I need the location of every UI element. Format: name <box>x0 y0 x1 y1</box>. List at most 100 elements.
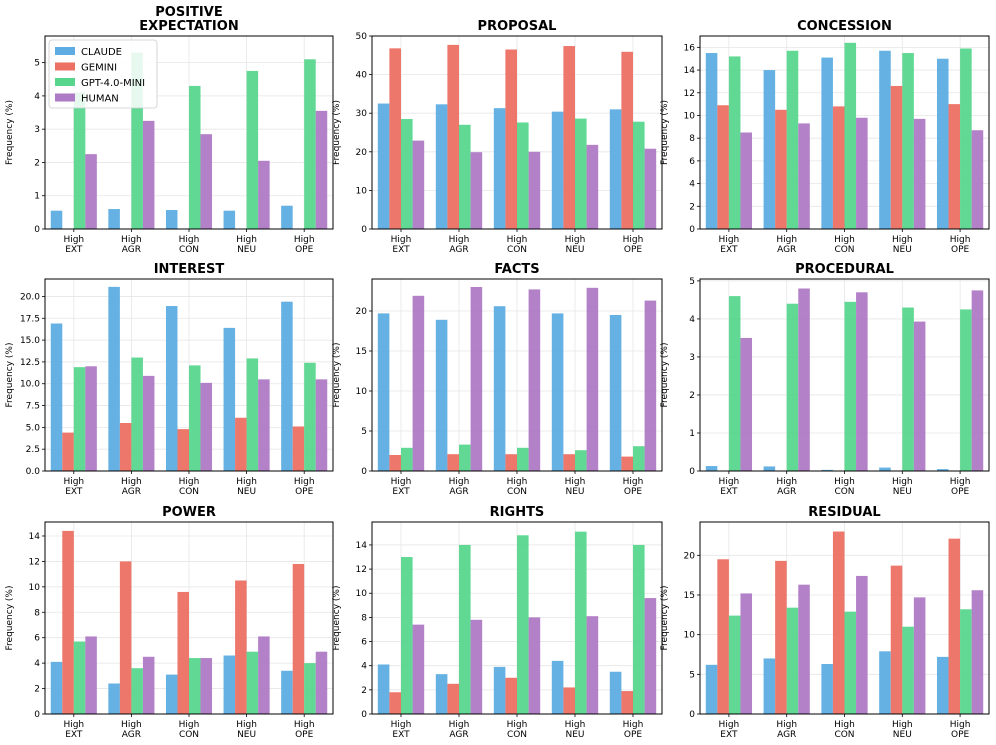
y-tick-label: 4 <box>34 92 40 102</box>
axes-frame <box>44 35 334 230</box>
y-tick-label: 20 <box>356 148 368 158</box>
y-tick-label: 2 <box>34 685 40 695</box>
bar-claude-1 <box>377 313 390 471</box>
bar-gpt-4-0-mini-4 <box>575 118 587 229</box>
bar-gpt-4-0-mini-3 <box>517 535 529 714</box>
bar-human-3 <box>528 289 541 471</box>
y-tick-label: 2.5 <box>26 445 40 455</box>
bar-claude-5 <box>936 58 949 229</box>
bar-gpt-4-0-mini-4 <box>575 450 587 471</box>
bar-human-1 <box>740 132 753 229</box>
x-tick-label: High OPE <box>294 477 315 497</box>
y-tick-label: 10 <box>356 589 368 599</box>
bar-gpt-4-0-mini-4 <box>902 626 914 714</box>
y-tick-label: 15 <box>684 591 695 601</box>
x-tick-label: High OPE <box>950 477 971 497</box>
bar-gemini-2 <box>119 561 132 714</box>
bar-gpt-4-0-mini-3 <box>517 122 529 229</box>
axes-frame <box>44 278 334 472</box>
bar-gpt-4-0-mini-3 <box>189 365 201 471</box>
y-axis-label: Frequency (%) <box>5 343 15 408</box>
x-tick-label: High AGR <box>776 477 797 497</box>
y-tick-label: 2 <box>689 202 695 212</box>
x-tick-label: High CON <box>179 720 200 740</box>
bar-gpt-4-0-mini-2 <box>131 668 143 714</box>
chart-proposal: PROPOSAL 0 10 20 30 40 50 High EXT High AGR High CON… <box>332 19 663 255</box>
bar-claude-3 <box>821 664 833 714</box>
y-tick-label: 2 <box>689 391 695 401</box>
legend: CLAUDE GEMINI GPT-4.0-MINI HUMAN <box>48 39 158 109</box>
bar-claude-1 <box>50 323 63 471</box>
bar-claude-1 <box>50 210 63 229</box>
x-tick-label: High AGR <box>121 235 142 255</box>
x-tick-label: High CON <box>834 235 855 255</box>
bar-human-2 <box>798 123 810 229</box>
bar-gemini-5 <box>948 104 961 229</box>
bar-human-3 <box>856 117 868 229</box>
bar-gemini-4 <box>563 46 575 230</box>
x-tick-label: High OPE <box>623 477 644 497</box>
bar-human-5 <box>315 110 328 229</box>
y-tick-label: 4 <box>361 662 367 672</box>
y-axis-label: Frequency (%) <box>332 100 342 165</box>
y-tick-label: 3 <box>689 353 695 363</box>
bar-human-4 <box>913 118 926 229</box>
bar-gpt-4-0-mini-2 <box>459 444 471 471</box>
x-tick-label: High AGR <box>121 720 142 740</box>
bar-gemini-1 <box>717 559 729 714</box>
x-tick-label: High EXT <box>391 477 412 497</box>
x-tick-label: High NEU <box>892 477 913 497</box>
bar-gemini-3 <box>505 454 517 471</box>
bar-gpt-4-0-mini-2 <box>131 357 143 471</box>
bar-claude-3 <box>165 210 178 229</box>
bar-claude-2 <box>108 286 120 471</box>
y-tick-label: 17.5 <box>20 314 40 324</box>
bar-human-4 <box>913 597 926 714</box>
bar-gpt-4-0-mini-5 <box>633 121 645 229</box>
bar-gpt-4-0-mini-5 <box>633 544 645 714</box>
chart-title-line: RESIDUAL <box>808 505 880 520</box>
x-tick-label: High CON <box>507 477 528 497</box>
x-tick-label: High AGR <box>449 477 470 497</box>
x-tick-label: High NEU <box>236 720 257 740</box>
bar-gpt-4-0-mini-1 <box>728 296 741 471</box>
bar-claude-2 <box>763 70 776 229</box>
axes-frame <box>371 521 663 715</box>
y-tick-label: 5.0 <box>26 423 41 433</box>
y-tick-label: 4 <box>34 659 40 669</box>
bar-human-3 <box>856 292 868 471</box>
axes-frame <box>44 521 334 715</box>
bar-gpt-4-0-mini-5 <box>960 48 972 229</box>
y-tick-label: 50 <box>356 32 368 42</box>
bar-gpt-4-0-mini-3 <box>189 658 201 714</box>
bar-human-3 <box>856 575 868 714</box>
y-tick-label: 8 <box>689 134 695 144</box>
y-tick-label: 20.0 <box>20 292 40 302</box>
bar-gemini-1 <box>62 432 74 471</box>
bar-gpt-4-0-mini-2 <box>459 544 471 714</box>
y-tick-label: 12 <box>356 565 367 575</box>
bar-human-2 <box>798 288 810 471</box>
x-tick-label: High OPE <box>294 235 315 255</box>
y-tick-label: 10 <box>356 387 368 397</box>
bar-claude-5 <box>281 205 293 229</box>
y-tick-label: 5 <box>34 59 40 69</box>
x-tick-label: High EXT <box>63 720 84 740</box>
y-tick-label: 10 <box>684 111 696 121</box>
bar-gemini-1 <box>717 105 729 229</box>
bar-gpt-4-0-mini-3 <box>517 447 529 471</box>
bar-human-2 <box>142 375 155 471</box>
y-tick-label: 14 <box>684 66 696 76</box>
x-tick-label: High AGR <box>449 235 470 255</box>
y-tick-label: 15 <box>356 347 367 357</box>
bar-gpt-4-0-mini-4 <box>246 358 259 471</box>
x-tick-label: High NEU <box>892 235 913 255</box>
chart-title-line: PROCEDURAL <box>795 262 894 277</box>
bar-claude-5 <box>609 671 622 714</box>
bar-human-3 <box>528 617 541 714</box>
bar-human-3 <box>200 382 213 471</box>
x-tick-label: High CON <box>507 235 528 255</box>
bar-claude-2 <box>108 209 120 229</box>
bar-claude-3 <box>821 57 833 229</box>
